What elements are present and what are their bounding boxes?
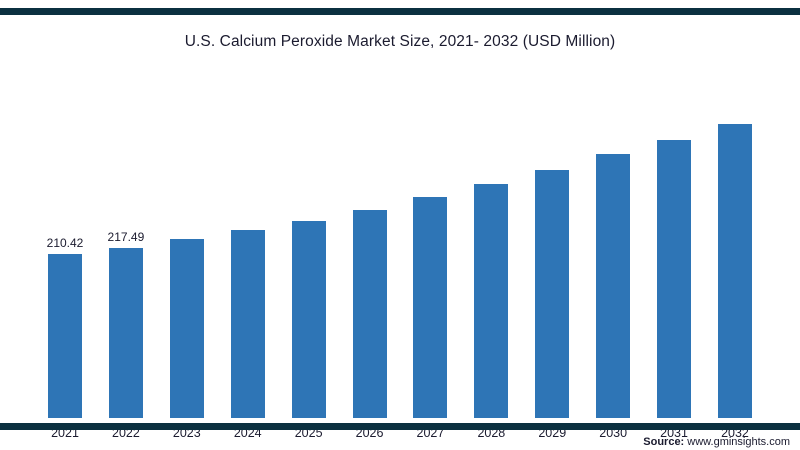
bar-column: 2030 <box>584 70 642 440</box>
source-label: Source: <box>643 436 685 448</box>
bar <box>474 184 509 418</box>
bar-column: 2025 <box>280 70 338 440</box>
bar <box>413 197 448 418</box>
bar-column: 2024 <box>219 70 277 440</box>
bar <box>717 124 752 418</box>
top-border-rule <box>0 8 800 15</box>
source-text: www.gminsights.com <box>684 436 790 448</box>
bar-chart: 210.42 2021 217.49 2022 2023 2024 2025 2026 2027… <box>36 70 764 440</box>
bottom-border-rule <box>0 423 800 430</box>
bar <box>169 239 204 418</box>
bar-column: 2032 <box>706 70 764 440</box>
bar-column: 2027 <box>401 70 459 440</box>
bar <box>291 221 326 418</box>
bar <box>596 154 631 418</box>
bar-column: 2031 <box>645 70 703 440</box>
bar-column: 2026 <box>341 70 399 440</box>
bar-value-label: 217.49 <box>107 230 145 244</box>
chart-title: U.S. Calcium Peroxide Market Size, 2021-… <box>184 33 616 50</box>
bar <box>657 140 692 418</box>
bar-value-label: 210.42 <box>46 236 84 250</box>
bar <box>48 254 82 418</box>
bar-column: 210.42 2021 <box>36 70 94 440</box>
source-caption: Source: www.gminsights.com <box>643 436 790 448</box>
bar <box>535 170 570 418</box>
bar-column: 2029 <box>523 70 581 440</box>
bar-column: 2028 <box>462 70 520 440</box>
bar-column: 217.49 2022 <box>97 70 155 440</box>
bar-column: 2023 <box>158 70 216 440</box>
bar <box>352 210 387 418</box>
bar <box>108 248 143 418</box>
bar <box>230 230 265 418</box>
